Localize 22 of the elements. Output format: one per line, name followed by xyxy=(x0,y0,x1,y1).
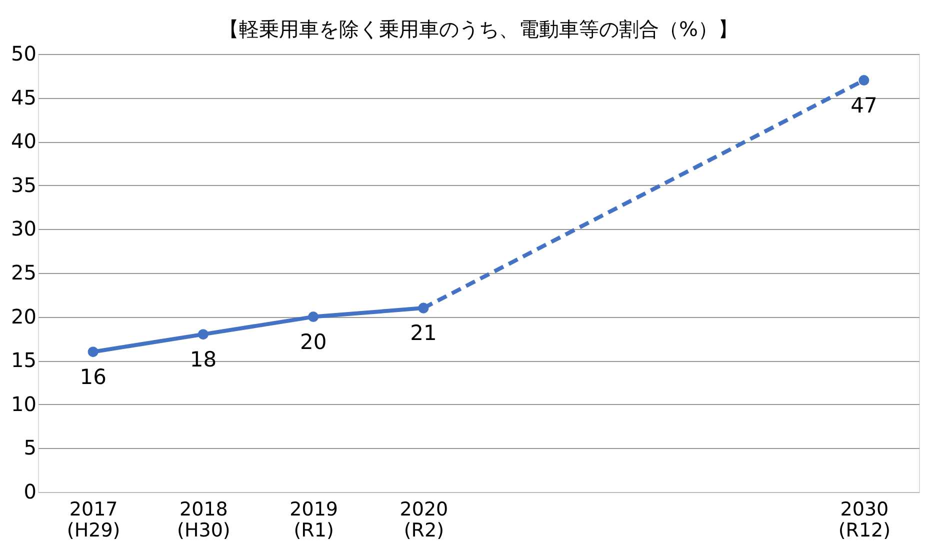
y-tick-label: 15 xyxy=(11,348,36,372)
y-tick-label: 30 xyxy=(11,216,36,241)
y-tick-label: 35 xyxy=(11,172,36,197)
y-tick-label: 20 xyxy=(11,304,36,328)
y-tick-label: 25 xyxy=(11,260,36,284)
x-tick-label: 2030 (R12) xyxy=(838,498,891,542)
y-tick-label: 0 xyxy=(24,480,36,504)
y-tick-label: 10 xyxy=(11,392,36,416)
x-tick-label: 2019 (R1) xyxy=(290,498,338,542)
data-label: 18 xyxy=(190,347,217,372)
data-label: 21 xyxy=(410,321,437,346)
data-label: 16 xyxy=(80,364,106,389)
data-label: 47 xyxy=(850,93,878,118)
y-tick-label: 5 xyxy=(24,436,36,460)
chart-title: 【軽乗用車を除く乗用車のうち、電動車等の割合（%）】 xyxy=(218,17,738,41)
x-tick-label: 2020 (R2) xyxy=(400,498,448,542)
x-tick-label: 2017 (H29) xyxy=(66,498,120,542)
y-tick-label: 40 xyxy=(11,129,36,154)
y-tick-label: 50 xyxy=(11,42,36,66)
y-tick-label: 45 xyxy=(11,85,36,110)
x-tick-label: 2018 (H30) xyxy=(177,498,230,542)
data-label: 20 xyxy=(300,330,327,354)
